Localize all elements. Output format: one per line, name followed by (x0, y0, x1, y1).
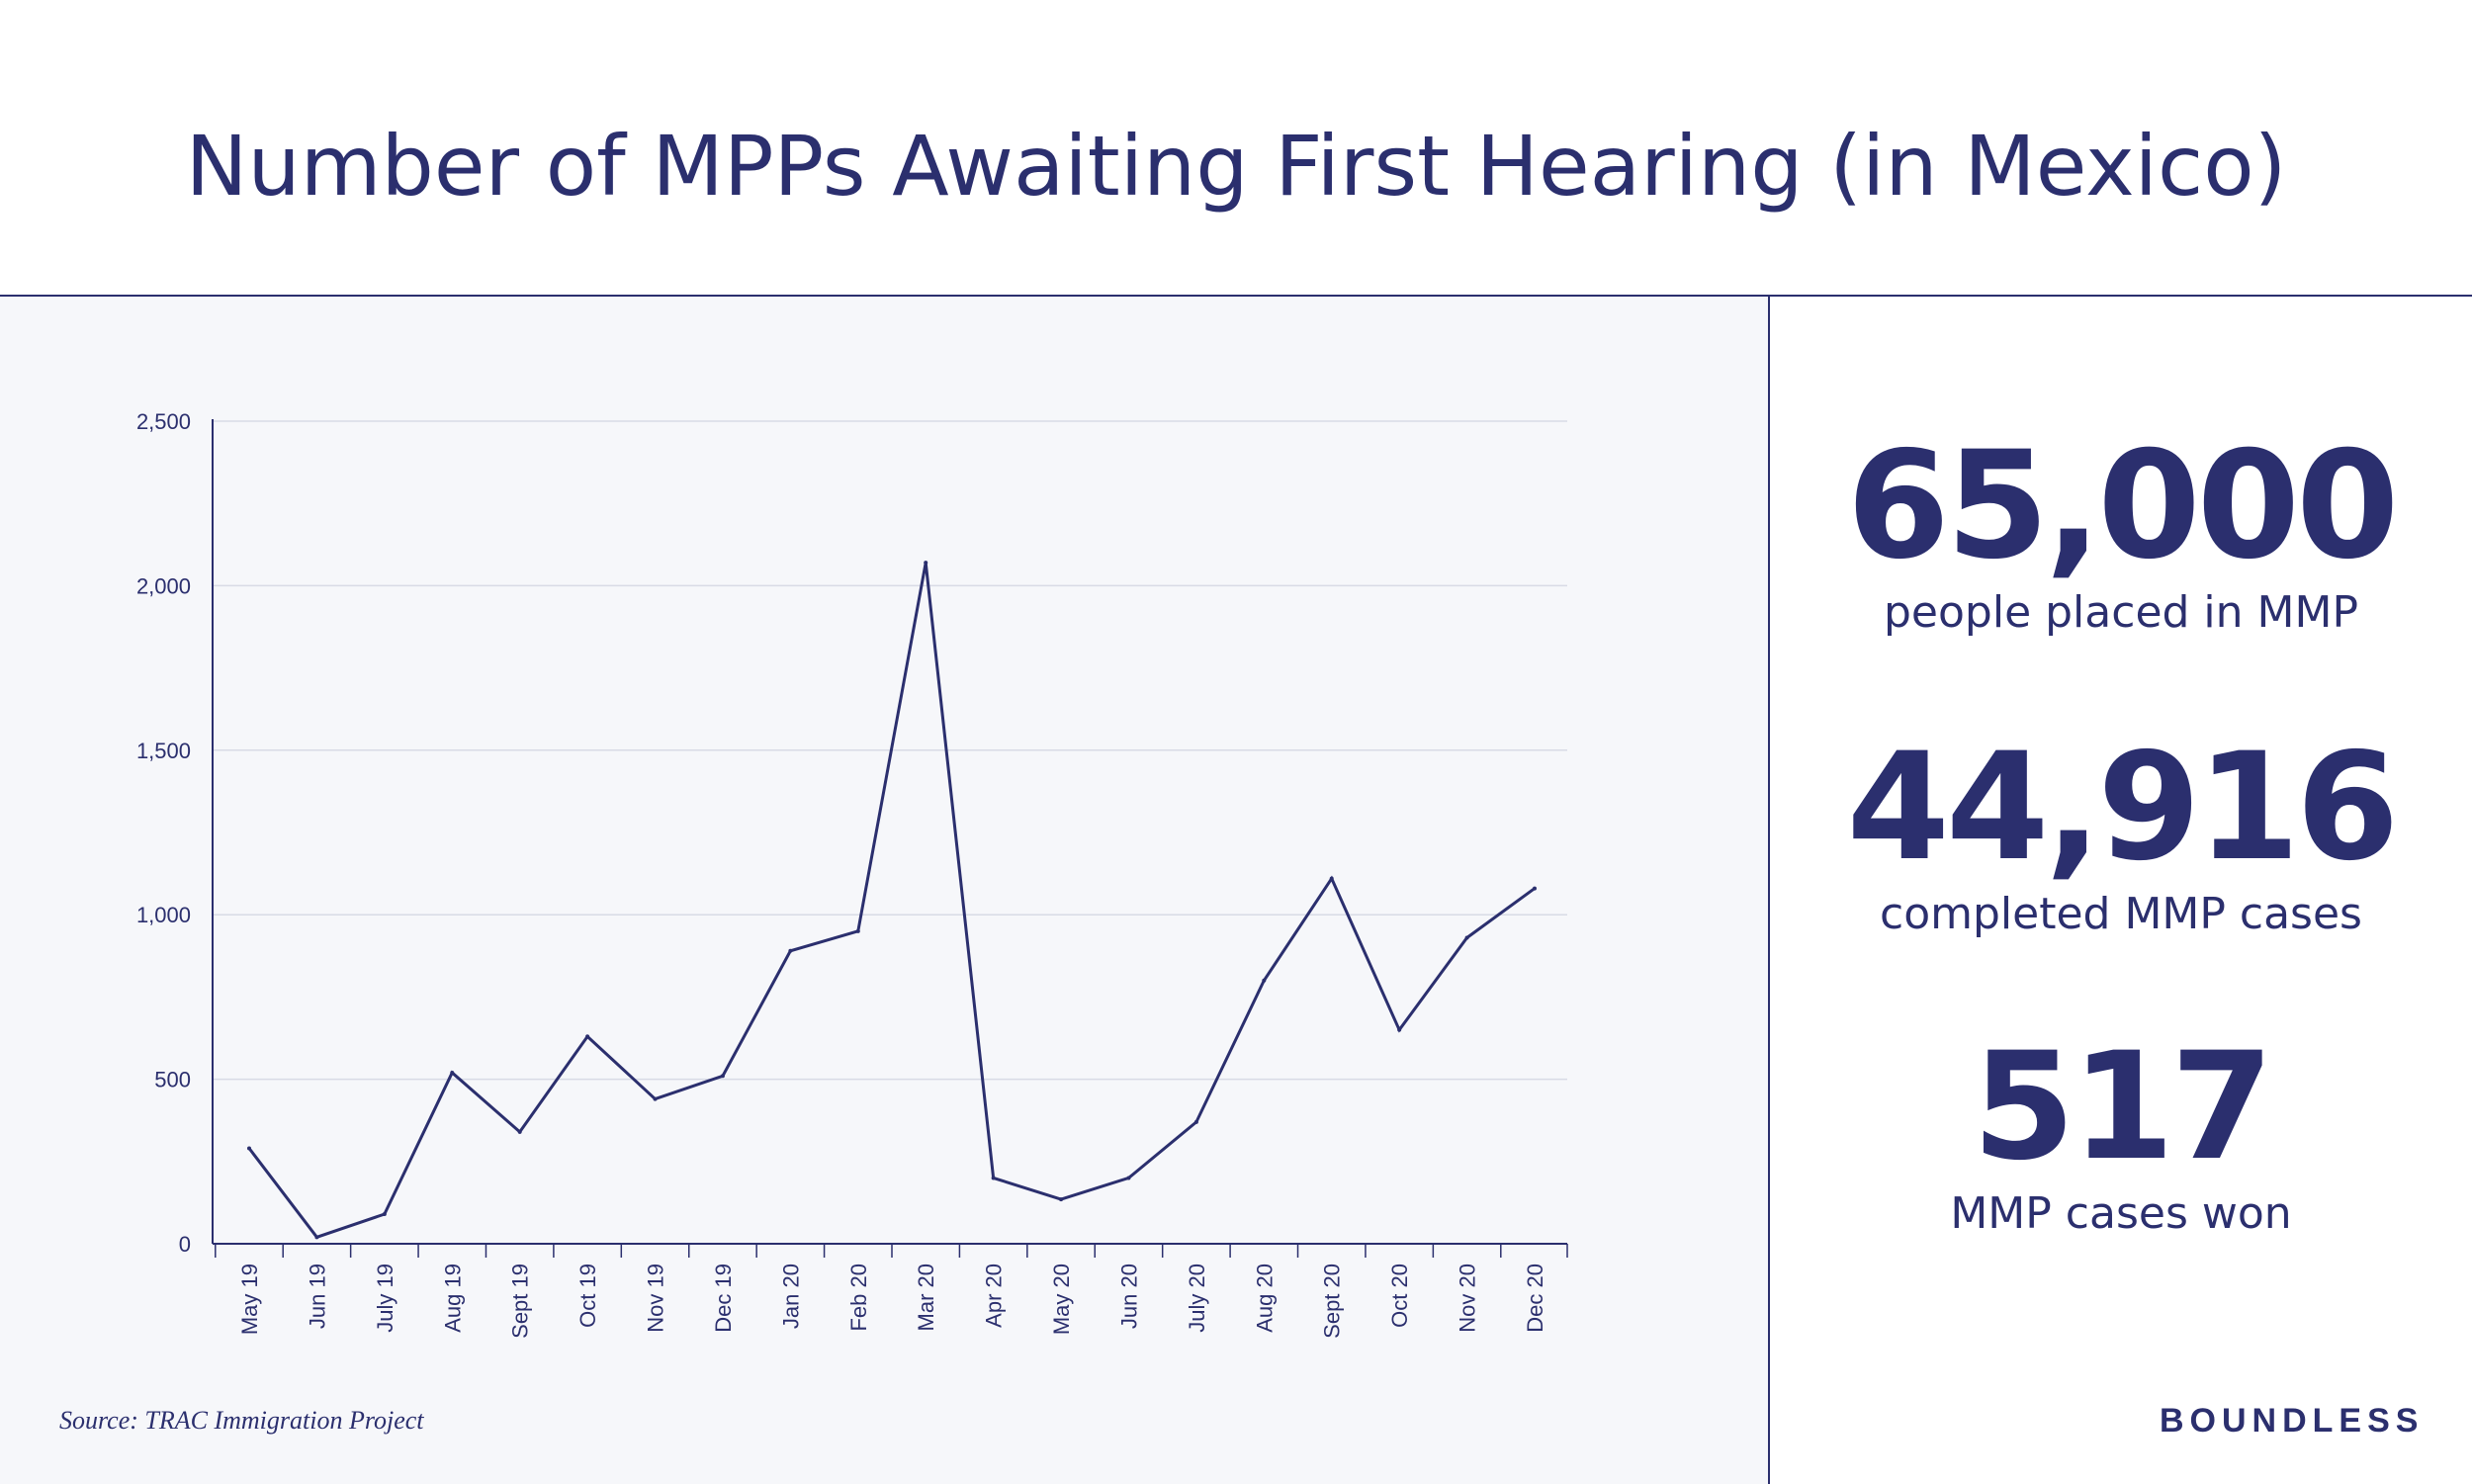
data-point (1059, 1197, 1064, 1202)
chart-title: Number of MPPs Awaiting First Hearing (i… (185, 118, 2287, 215)
y-tick-label: 2,500 (136, 409, 191, 434)
x-tick-label: Mar 20 (914, 1264, 938, 1331)
x-tick-label: Apr 20 (982, 1264, 1007, 1328)
x-tick-label: May 20 (1049, 1264, 1074, 1335)
panel-divider (1768, 297, 1770, 1484)
x-tick-label: Jun 19 (305, 1264, 329, 1329)
x-tick-label: Feb 20 (846, 1264, 871, 1332)
data-point (247, 1146, 251, 1151)
data-point (1193, 1119, 1198, 1124)
x-tick-label: Aug 19 (440, 1264, 465, 1333)
x-tick-label: Sept 20 (1320, 1264, 1345, 1339)
stat-label: completed MMP cases (1880, 889, 2362, 939)
data-point (585, 1034, 590, 1039)
data-point (1397, 1027, 1402, 1032)
y-tick-label: 1,000 (136, 903, 191, 927)
x-tick-label: July 19 (373, 1264, 397, 1333)
stat-value: 65,000 (1846, 420, 2400, 592)
stat-completed-cases: 44,916 completed MMP cases (1770, 729, 2472, 942)
header-divider (0, 295, 2472, 297)
series-line (247, 562, 1536, 1240)
data-point (382, 1212, 387, 1217)
data-point (1262, 978, 1267, 983)
y-tick-label: 1,500 (136, 739, 191, 763)
x-tick-label: Sept 19 (508, 1264, 533, 1339)
data-point (1329, 876, 1334, 881)
stat-label: MMP cases won (1950, 1188, 2292, 1239)
data-point (855, 928, 860, 933)
stat-cases-won: 517 MMP cases won (1770, 1028, 2472, 1242)
x-tick-label: Nov 19 (644, 1264, 668, 1333)
x-tick-label: July 20 (1185, 1264, 1209, 1333)
source-note: Source: TRAC Immigration Project (59, 1406, 424, 1435)
x-tick-label: Jun 20 (1116, 1264, 1141, 1329)
x-tick-label: Nov 20 (1456, 1264, 1480, 1333)
data-point (653, 1096, 658, 1101)
x-tick-label: Jan 20 (778, 1264, 803, 1329)
y-tick-label: 0 (179, 1232, 191, 1257)
stat-value: 517 (1972, 1021, 2273, 1193)
x-tick-label: Oct 19 (575, 1264, 600, 1328)
data-point (720, 1074, 725, 1079)
x-tick-label: Aug 20 (1252, 1264, 1277, 1333)
brand-logo: BOUNDLESS (2160, 1402, 2425, 1440)
y-tick-label: 500 (154, 1068, 191, 1092)
data-point (991, 1176, 996, 1180)
x-tick-label: Dec 20 (1523, 1264, 1547, 1333)
y-tick-label: 2,000 (136, 573, 191, 598)
data-point (1533, 886, 1537, 891)
stat-value: 44,916 (1846, 722, 2400, 894)
data-point (1126, 1176, 1131, 1180)
data-point (517, 1129, 522, 1134)
data-point (1464, 935, 1469, 940)
data-point (788, 948, 793, 953)
x-tick-label: Dec 19 (711, 1264, 736, 1333)
x-tick-label: Oct 20 (1387, 1264, 1412, 1328)
x-tick-label: May 19 (237, 1264, 262, 1335)
data-point (314, 1235, 319, 1240)
stat-people-placed: 65,000 people placed in MMP (1770, 427, 2472, 641)
data-point (924, 561, 928, 566)
line-chart: 0 500 1,000 1,500 2,000 2,500 May 19 Jun 19 July… (136, 409, 1568, 1339)
chart-panel: 0 500 1,000 1,500 2,000 2,500 May 19 Jun 19 July… (0, 297, 1768, 1484)
data-point (450, 1070, 455, 1075)
stat-label: people placed in MMP (1884, 587, 2358, 638)
